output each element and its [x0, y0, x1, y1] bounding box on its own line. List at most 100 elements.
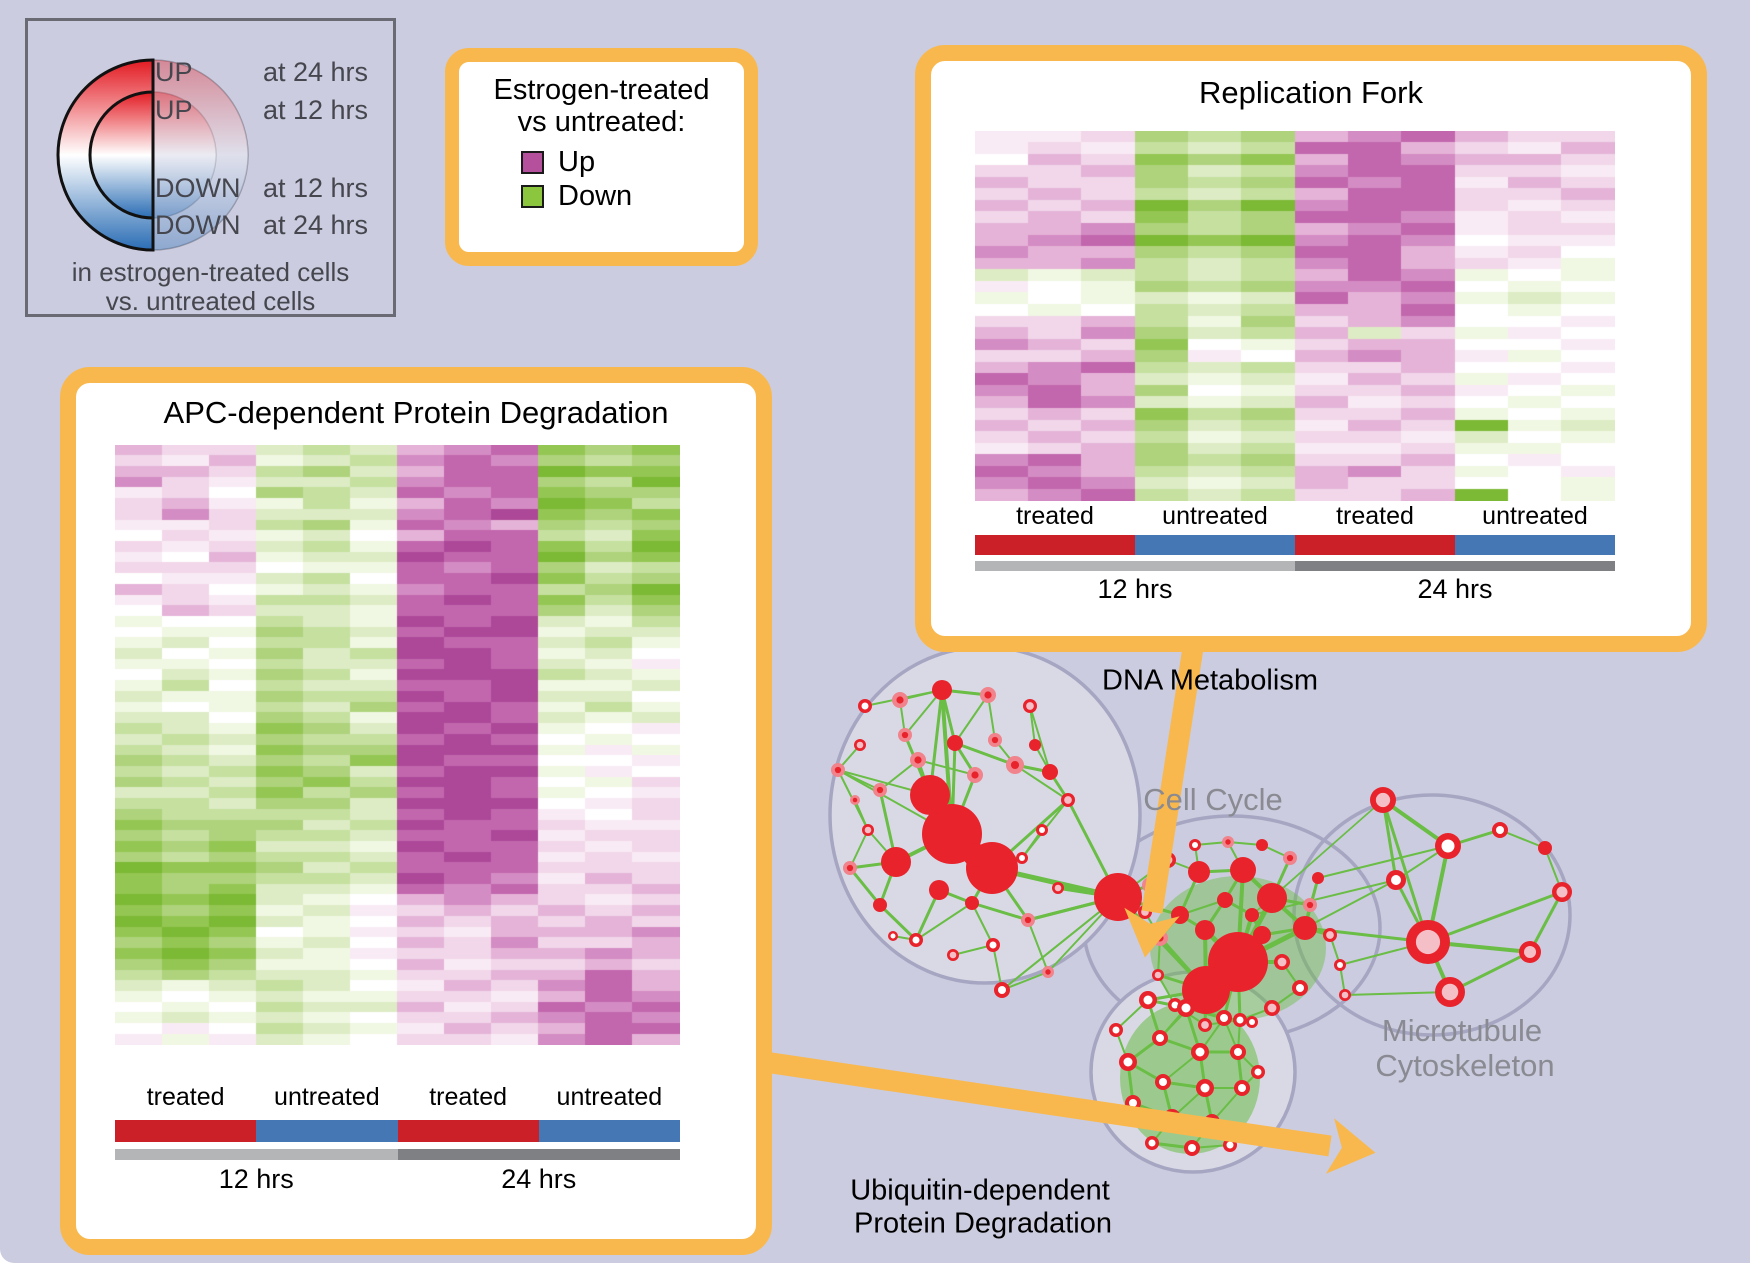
time-label-12hrs: 12 hrs — [1097, 574, 1173, 604]
gene-node-ring-core — [1064, 796, 1072, 804]
gene-node-halo-core — [852, 797, 858, 803]
callout-arrow-head — [1124, 907, 1180, 958]
untreated-bar — [1455, 535, 1615, 555]
down-color-swatch — [521, 185, 544, 208]
time-label-24hrs: 24 hrs — [1417, 574, 1493, 604]
network-edge — [953, 741, 1017, 767]
gene-node-ring-core — [1375, 792, 1391, 808]
treated-bar — [397, 1120, 539, 1142]
gene-node-ring-core — [890, 933, 896, 939]
gene-node-ring-core — [1154, 971, 1162, 979]
gene-node-ring-core — [949, 951, 957, 959]
gene-node-halo-core — [901, 731, 909, 739]
gene-node-ring-core — [1236, 1016, 1244, 1024]
apc-heatmap-panel: APC-dependent Protein Degradation treate… — [60, 367, 772, 1255]
treated-bar — [975, 535, 1135, 555]
group-label-untreated-12: untreated — [274, 1083, 380, 1111]
gene-node-solid — [965, 896, 979, 910]
gene-node-solid — [881, 847, 911, 877]
gene-node-ring-core — [989, 941, 997, 949]
treated-bar — [1295, 535, 1455, 555]
gene-node-ring-core — [1277, 957, 1287, 967]
gene-node-ring-core — [1441, 839, 1455, 853]
gene-node-ring-core — [1171, 1001, 1179, 1009]
down-label: Down — [558, 180, 633, 212]
network-bridge-edge — [1001, 896, 1119, 991]
gene-node-ring-core — [1337, 962, 1343, 968]
updown-caption-line2: vs. untreated cells — [105, 286, 316, 316]
time-label-12hrs: 12 hrs — [218, 1164, 294, 1194]
untreated-bar — [1135, 535, 1295, 555]
gene-node-halo-core — [1024, 916, 1032, 924]
updown-time-2: at 12 hrs — [262, 95, 368, 125]
updown-time-1: at 24 hrs — [262, 57, 368, 87]
gene-node-solid — [1195, 920, 1215, 940]
gene-node-halo-core — [1286, 854, 1294, 862]
gene-node-ring-core — [1192, 842, 1198, 848]
gene-node-halo-core — [971, 771, 979, 779]
gene-node-ring-core — [1238, 1084, 1246, 1092]
gene-node-ring-core — [1341, 991, 1349, 999]
gene-node-solid — [1230, 857, 1256, 883]
gene-node-halo-core — [846, 864, 854, 872]
network-edge — [917, 759, 976, 776]
gene-node-solid — [1253, 926, 1271, 944]
untreated-bar — [538, 1120, 680, 1142]
network-edge — [970, 901, 1030, 922]
gene-node-ring-core — [1391, 875, 1401, 885]
gene-node-ring-core — [1556, 886, 1568, 898]
callout-arrow-head — [1325, 1118, 1376, 1174]
gene-node-ring-core — [861, 702, 869, 710]
gene-node-solid — [947, 735, 963, 751]
updown-ring-legend: UP at 24 hrs UP at 12 hrs DOWN at 12 hrs… — [25, 18, 396, 317]
gene-node-ring-core — [1039, 827, 1045, 833]
updown-dir-1: UP — [155, 57, 193, 87]
apc-time-labels: 12 hrs 24 hrs — [115, 1164, 680, 1195]
gene-node-solid — [1312, 872, 1324, 884]
group-label-treated-24: treated — [1336, 502, 1414, 530]
gene-node-ring-core — [1054, 884, 1062, 892]
network-edge — [915, 902, 973, 941]
network-edge — [878, 903, 918, 942]
gene-node-ring-core — [1226, 1141, 1234, 1149]
estrogen-legend-title-line1: Estrogen-treated — [493, 74, 710, 106]
time-bar-12hrs — [975, 561, 1295, 571]
replication-fork-heatmap-panel: Replication Fork treated untreated treat… — [915, 45, 1707, 652]
gene-node-solid — [910, 775, 950, 815]
gene-node-ring-core — [1201, 1021, 1209, 1029]
gene-node-ring-core — [1159, 1078, 1167, 1086]
network-bridge-edge — [1317, 845, 1449, 879]
gene-node-ring-core — [1496, 826, 1504, 834]
rf-time-bars — [975, 561, 1615, 571]
network-bridge-edge — [1304, 879, 1397, 929]
updown-caption-line1: in estrogen-treated cells — [71, 257, 350, 287]
network-edge — [1027, 919, 1049, 973]
gene-node-solid — [1029, 739, 1041, 751]
apc-time-bars — [115, 1149, 680, 1160]
apc-panel-title: APC-dependent Protein Degradation — [163, 395, 669, 430]
network-bridge-edge — [1344, 991, 1451, 996]
gene-node-ring-core — [1267, 1003, 1277, 1013]
gene-node-halo-core — [1306, 901, 1314, 909]
gene-node-ring-core — [1254, 1068, 1262, 1076]
network-edge — [1499, 829, 1546, 849]
gene-node-ring-core — [1441, 983, 1459, 1001]
cluster-label-microtubule-line1: Microtubule — [1381, 1013, 1543, 1048]
gene-node-solid — [963, 843, 987, 867]
gene-node-solid — [1256, 839, 1268, 851]
network-bridge-edge — [1271, 799, 1384, 899]
rf-heatmap — [975, 131, 1615, 501]
group-label-untreated-24: untreated — [556, 1083, 663, 1111]
updown-time-3: at 12 hrs — [262, 173, 368, 203]
up-color-swatch — [521, 151, 544, 174]
inner-ring-right-half — [153, 92, 216, 218]
time-label-24hrs: 24 hrs — [501, 1164, 577, 1194]
network-edge — [1528, 890, 1564, 954]
cluster-label-microtubule-line2: Cytoskeleton — [1375, 1048, 1555, 1083]
group-label-treated-12: treated — [1016, 502, 1094, 530]
network-edge — [1426, 890, 1564, 944]
gene-node-ring-core — [864, 826, 872, 834]
gene-node-ring-core — [912, 936, 920, 944]
network-edge — [879, 759, 919, 791]
